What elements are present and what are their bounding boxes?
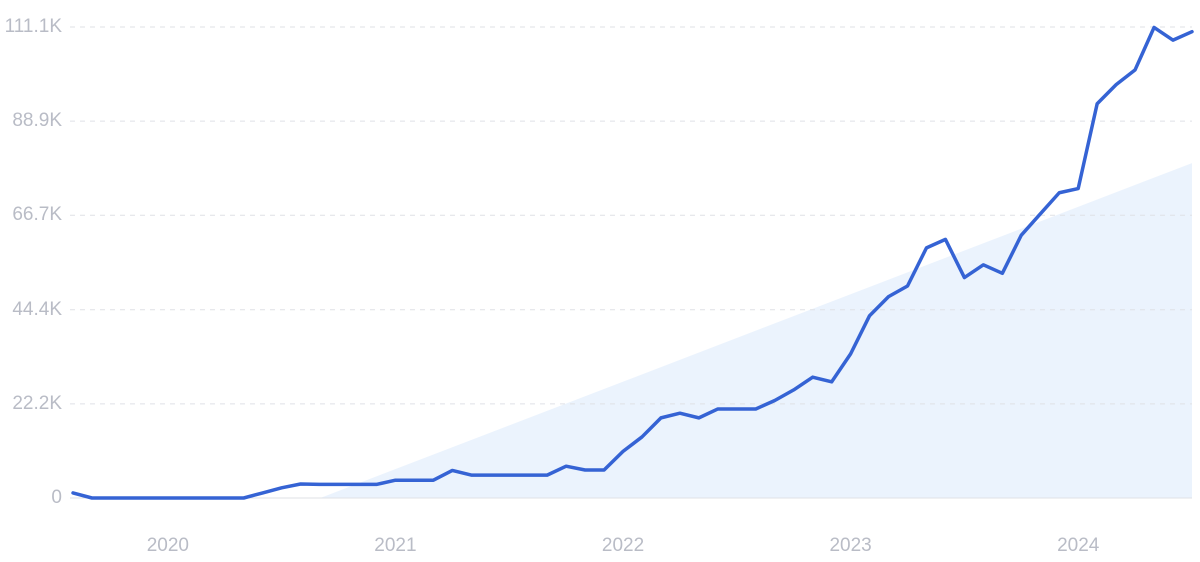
x-tick-label: 2021 [374, 535, 416, 556]
trend-area [320, 163, 1193, 498]
x-tick-label: 2024 [1057, 535, 1100, 556]
y-tick-label: 66.7K [12, 204, 62, 225]
y-tick-label: 111.1K [5, 16, 63, 37]
x-tick-label: 2023 [829, 535, 871, 556]
x-tick-label: 2022 [602, 535, 644, 556]
y-tick-label: 0 [51, 487, 62, 508]
y-tick-label: 44.4K [12, 299, 62, 320]
y-tick-label: 88.9K [12, 110, 62, 131]
line [71, 25, 1194, 500]
x-tick-label: 2020 [147, 535, 189, 556]
y-tick-label: 22.2K [12, 393, 62, 414]
